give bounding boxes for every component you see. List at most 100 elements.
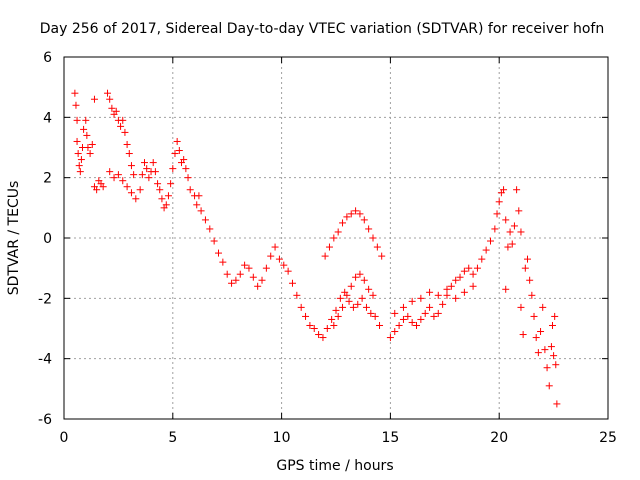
data-point (73, 137, 81, 145)
data-point (539, 303, 547, 311)
x-tick-label: 25 (599, 430, 617, 446)
data-point (365, 225, 373, 233)
data-point (352, 207, 360, 215)
x-tick-label: 20 (490, 430, 508, 446)
data-point (339, 219, 347, 227)
data-point (515, 207, 523, 215)
data-point (408, 318, 416, 326)
data-point (143, 165, 151, 173)
data-point (330, 321, 338, 329)
x-tick-label: 0 (60, 430, 69, 446)
data-point (171, 150, 179, 158)
x-tick-label: 5 (168, 430, 177, 446)
data-points (71, 89, 561, 408)
data-point (297, 303, 305, 311)
data-point (154, 180, 162, 188)
data-point (504, 243, 512, 251)
data-point (127, 189, 135, 197)
data-point (141, 159, 149, 167)
data-point (473, 264, 481, 272)
data-point (534, 349, 542, 357)
data-point (404, 312, 412, 320)
data-point (439, 300, 447, 308)
data-point (83, 131, 91, 139)
data-point (182, 165, 190, 173)
data-point (74, 150, 82, 158)
data-point (132, 195, 140, 203)
data-point (495, 198, 503, 206)
data-point (469, 282, 477, 290)
data-point (478, 255, 486, 263)
data-point (310, 325, 318, 332)
data-point (456, 273, 464, 281)
y-axis-label: SDTVAR / TECUs (6, 181, 22, 296)
data-point (197, 207, 205, 215)
x-tick-label: 15 (381, 430, 399, 446)
data-point (319, 334, 327, 342)
data-point (112, 107, 120, 115)
data-point (77, 156, 85, 164)
x-axis-label: GPS time / hours (276, 458, 393, 474)
data-point (167, 180, 175, 188)
data-point (373, 243, 381, 251)
x-tick-label: 10 (273, 430, 291, 446)
y-tick-label: 4 (43, 110, 52, 126)
data-point (521, 264, 529, 272)
data-point (173, 137, 181, 145)
data-point (228, 279, 236, 287)
data-point (136, 186, 144, 194)
data-point (71, 89, 79, 97)
data-point (325, 243, 333, 251)
y-tick-label: -6 (38, 412, 52, 428)
data-point (275, 255, 283, 263)
data-point (84, 144, 92, 151)
data-point (336, 294, 344, 302)
data-point (360, 216, 368, 224)
data-point (330, 234, 338, 242)
data-point (434, 291, 442, 299)
data-point (164, 192, 172, 200)
data-point (201, 216, 209, 224)
data-point (369, 234, 377, 242)
data-point (104, 89, 112, 97)
data-point (426, 303, 434, 311)
grid-lines (64, 57, 608, 419)
data-point (413, 321, 421, 329)
data-point (130, 171, 138, 179)
data-point (545, 382, 553, 390)
data-point (550, 352, 558, 360)
data-point (391, 328, 399, 336)
data-point (354, 300, 362, 308)
data-point (508, 240, 516, 248)
data-point (315, 331, 323, 339)
data-point (345, 297, 353, 305)
y-tick-label: 6 (43, 50, 52, 66)
data-point (125, 150, 133, 158)
data-point (541, 346, 549, 354)
data-point (334, 312, 342, 320)
data-point (386, 334, 394, 342)
data-point (371, 312, 379, 320)
data-point (127, 162, 135, 170)
y-tick-label: 2 (43, 171, 52, 187)
data-point (549, 321, 557, 329)
data-point (119, 116, 127, 124)
data-point (395, 321, 403, 329)
data-point (332, 306, 340, 314)
data-point (121, 128, 129, 136)
data-point (254, 282, 262, 290)
data-point (219, 258, 227, 266)
data-point (184, 174, 192, 182)
data-point (293, 291, 301, 299)
data-point (547, 343, 555, 351)
data-point (526, 276, 534, 284)
data-point (452, 276, 460, 284)
data-point (528, 291, 536, 299)
data-point (530, 312, 538, 320)
data-point (169, 165, 177, 173)
data-point (82, 116, 90, 124)
data-point (460, 267, 468, 275)
data-point (537, 328, 545, 336)
data-point (119, 177, 127, 185)
data-point (347, 282, 355, 290)
